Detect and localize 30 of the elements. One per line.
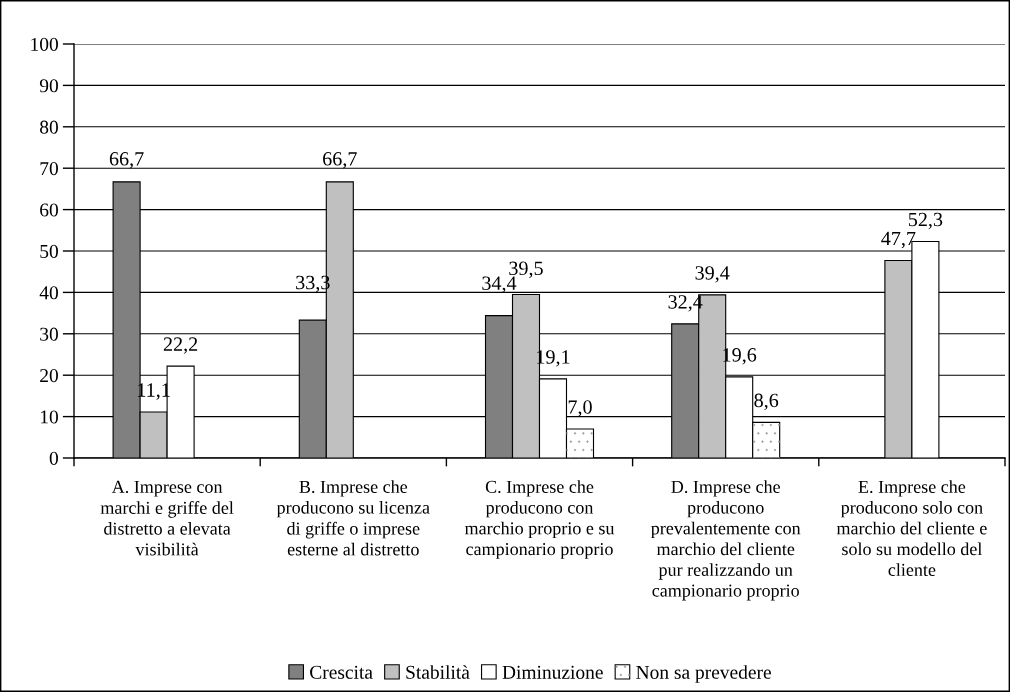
legend-label: Diminuzione [502, 665, 603, 679]
y-tick-label: 70 [40, 162, 58, 176]
data-label: 7,0 [568, 400, 592, 417]
x-tick-label: C. Imprese che producono con marchio proprio e su campionario proprio [464, 480, 615, 559]
y-tick-label: 100 [31, 37, 58, 51]
y-tick-label: 20 [40, 369, 58, 383]
y-tick-label: 40 [39, 286, 58, 300]
data-label: 66,7 [323, 152, 357, 169]
y-tick-label: 80 [40, 120, 58, 134]
y-tick-label: 30 [40, 327, 58, 341]
data-label: 39,4 [695, 266, 730, 283]
data-label: 22,2 [163, 337, 198, 354]
data-label: 47,7 [881, 231, 916, 249]
data-label: 66,7 [109, 152, 144, 169]
legend-label: Non sa prevedere [636, 665, 771, 683]
x-tick-label: E. Imprese che producono solo con marchio del cliente e solo su modello del cliente [836, 480, 987, 576]
legend-label: Crescita [310, 665, 373, 679]
x-tick-label: D. Imprese che producono prevalentemente con marchio del cliente pur realizzando un campionario proprio [651, 480, 801, 601]
legend-label: Stabilità [406, 665, 470, 679]
y-tick-label: 0 [49, 451, 58, 465]
data-label: 39,5 [509, 261, 543, 278]
x-tick-label: A. Imprese con marchi e griffe del distretto a elevata visibilità [100, 480, 234, 556]
y-tick-label: 10 [40, 410, 58, 424]
y-tick-label: 50 [40, 244, 58, 258]
y-tick-label: 60 [40, 203, 58, 217]
data-label: 8,6 [754, 393, 779, 411]
y-tick-label: 90 [39, 79, 58, 93]
data-label: 52,3 [908, 212, 943, 230]
x-tick-label: B. Imprese che producono su licenza di griffe o imprese esterne al distretto [276, 480, 430, 556]
data-label: 34,4 [482, 276, 517, 293]
